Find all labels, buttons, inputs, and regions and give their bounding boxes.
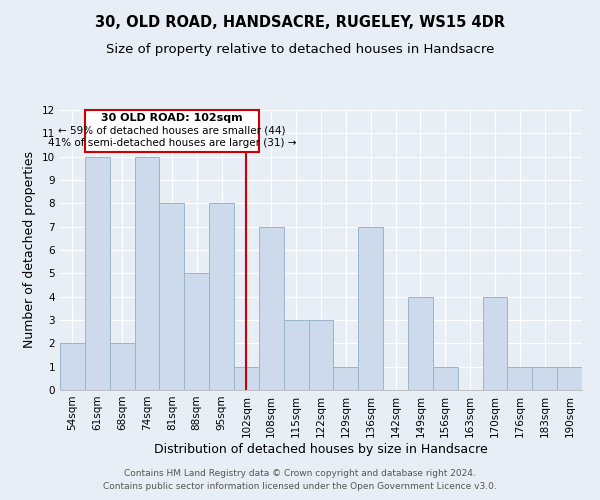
- Text: 30, OLD ROAD, HANDSACRE, RUGELEY, WS15 4DR: 30, OLD ROAD, HANDSACRE, RUGELEY, WS15 4…: [95, 15, 505, 30]
- Bar: [110, 344, 134, 390]
- Bar: [308, 320, 334, 390]
- Bar: [284, 320, 308, 390]
- Text: ← 59% of detached houses are smaller (44): ← 59% of detached houses are smaller (44…: [58, 125, 286, 135]
- Text: Size of property relative to detached houses in Handsacre: Size of property relative to detached ho…: [106, 42, 494, 56]
- Bar: [557, 366, 582, 390]
- Y-axis label: Number of detached properties: Number of detached properties: [23, 152, 37, 348]
- Bar: [234, 366, 259, 390]
- FancyBboxPatch shape: [85, 110, 259, 152]
- Bar: [85, 156, 110, 390]
- Bar: [408, 296, 433, 390]
- Bar: [60, 344, 85, 390]
- Text: Contains public sector information licensed under the Open Government Licence v3: Contains public sector information licen…: [103, 482, 497, 491]
- Bar: [209, 204, 234, 390]
- Bar: [134, 156, 160, 390]
- Bar: [358, 226, 383, 390]
- X-axis label: Distribution of detached houses by size in Handsacre: Distribution of detached houses by size …: [154, 442, 488, 456]
- Bar: [433, 366, 458, 390]
- Bar: [532, 366, 557, 390]
- Bar: [259, 226, 284, 390]
- Bar: [508, 366, 532, 390]
- Text: Contains HM Land Registry data © Crown copyright and database right 2024.: Contains HM Land Registry data © Crown c…: [124, 468, 476, 477]
- Text: 30 OLD ROAD: 102sqm: 30 OLD ROAD: 102sqm: [101, 112, 242, 122]
- Bar: [334, 366, 358, 390]
- Bar: [184, 274, 209, 390]
- Text: 41% of semi-detached houses are larger (31) →: 41% of semi-detached houses are larger (…: [47, 138, 296, 148]
- Bar: [482, 296, 508, 390]
- Bar: [160, 204, 184, 390]
